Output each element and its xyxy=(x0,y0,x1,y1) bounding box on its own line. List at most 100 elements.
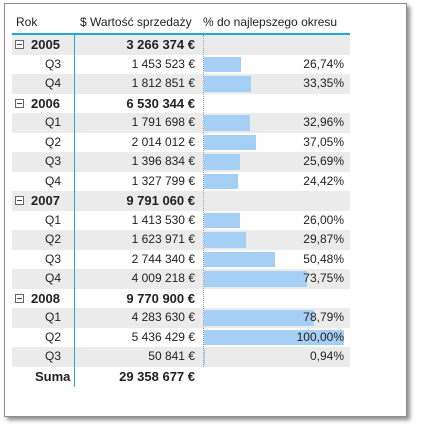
quarter-label: Q1 xyxy=(45,310,62,324)
quarter-row[interactable]: Q3 1 453 523 € 26,74% xyxy=(12,55,350,75)
year-label: 2007 xyxy=(31,193,60,208)
quarter-label: Q2 xyxy=(45,329,62,344)
pct-label: 26,74% xyxy=(303,56,344,71)
year-total-value: 9 791 060 € xyxy=(126,193,195,208)
pct-label: 37,05% xyxy=(303,134,344,149)
pct-label: 100,00% xyxy=(296,329,344,344)
year-label: 2005 xyxy=(31,37,60,52)
pct-cell: 26,00% xyxy=(204,211,346,231)
quarter-row[interactable]: Q1 4 283 630 € 78,79% xyxy=(12,308,350,328)
data-bar xyxy=(204,115,251,131)
year-row[interactable]: 2006 6 530 344 € xyxy=(12,94,350,114)
sales-value: 1 791 698 € xyxy=(131,115,195,129)
data-bar xyxy=(204,212,241,228)
quarter-row[interactable]: Q4 1 812 851 € 33,35% xyxy=(12,74,350,94)
pct-cell: 32,96% xyxy=(204,113,346,133)
bar-baseline xyxy=(203,35,204,367)
column-header-rok[interactable]: Rok xyxy=(16,15,38,29)
pct-label: 78,79% xyxy=(303,310,344,324)
collapse-icon[interactable] xyxy=(15,196,24,205)
quarter-label: Q3 xyxy=(45,349,62,363)
matrix-header: Rok $ Wartość sprzedaży % do najlepszego… xyxy=(12,11,350,35)
quarter-label: Q2 xyxy=(45,134,62,149)
sales-value: 4 283 630 € xyxy=(131,310,195,324)
data-bar xyxy=(204,154,240,170)
quarter-label: Q2 xyxy=(45,232,62,246)
quarter-label: Q3 xyxy=(45,154,62,168)
data-bar xyxy=(204,349,206,365)
pct-cell: 37,05% xyxy=(204,133,346,153)
quarter-row[interactable]: Q2 1 623 971 € 29,87% xyxy=(12,230,350,250)
pct-cell: 25,69% xyxy=(204,152,346,172)
quarter-label: Q1 xyxy=(45,212,62,227)
year-label: 2006 xyxy=(31,95,60,111)
data-bar xyxy=(204,271,308,287)
column-header-pct[interactable]: % do najlepszego okresu xyxy=(203,15,338,29)
collapse-icon[interactable] xyxy=(15,98,24,108)
sales-value: 1 453 523 € xyxy=(131,56,195,71)
pct-label: 73,75% xyxy=(303,271,344,285)
sales-value: 1 623 971 € xyxy=(131,232,195,246)
pct-cell: 73,75% xyxy=(204,269,346,289)
pct-cell: 0,94% xyxy=(204,347,346,367)
year-row[interactable]: 2005 3 266 374 € xyxy=(12,35,350,55)
pct-label: 0,94% xyxy=(309,349,344,363)
data-bar xyxy=(204,232,246,248)
data-bar xyxy=(204,173,239,189)
sales-value: 4 009 218 € xyxy=(131,271,195,285)
quarter-row[interactable]: Q3 1 396 834 € 25,69% xyxy=(12,152,350,172)
total-row: Suma 29 358 677 € xyxy=(12,367,350,387)
quarter-label: Q1 xyxy=(45,115,62,129)
visual-frame: Rok $ Wartość sprzedaży % do najlepszego… xyxy=(4,3,407,417)
sales-value: 5 436 429 € xyxy=(131,329,195,344)
quarter-row[interactable]: Q2 2 014 012 € 37,05% xyxy=(12,133,350,153)
year-row[interactable]: 2007 9 791 060 € xyxy=(12,191,350,211)
pct-label: 24,42% xyxy=(303,173,344,188)
collapse-icon[interactable] xyxy=(15,40,24,49)
quarter-label: Q4 xyxy=(45,76,62,90)
quarter-row[interactable]: Q4 4 009 218 € 73,75% xyxy=(12,269,350,289)
quarter-label: Q3 xyxy=(45,56,62,71)
quarter-row[interactable]: Q1 1 791 698 € 32,96% xyxy=(12,113,350,133)
matrix-rows: 2005 3 266 374 € Q3 1 453 523 € 26,74% Q4 1 81… xyxy=(12,35,350,386)
quarter-label: Q4 xyxy=(45,271,62,285)
quarter-label: Q4 xyxy=(45,173,62,188)
quarter-row[interactable]: Q3 50 841 € 0,94% xyxy=(12,347,350,367)
collapse-icon[interactable] xyxy=(15,293,24,303)
pct-label: 32,96% xyxy=(303,115,344,129)
pct-label: 29,87% xyxy=(303,232,344,246)
pct-label: 33,35% xyxy=(303,76,344,90)
column-header-value[interactable]: $ Wartość sprzedaży xyxy=(80,15,192,29)
grand-total-value: 29 358 677 € xyxy=(119,368,195,384)
data-bar xyxy=(204,329,344,345)
matrix-table: Rok $ Wartość sprzedaży % do najlepszego… xyxy=(12,11,350,387)
pct-cell: 24,42% xyxy=(204,172,346,192)
pct-cell: 33,35% xyxy=(204,74,346,94)
pct-cell: 26,74% xyxy=(204,55,346,75)
year-total-value: 6 530 344 € xyxy=(126,95,195,111)
quarter-row[interactable]: Q2 5 436 429 € 100,00% xyxy=(12,328,350,348)
year-total-value: 3 266 374 € xyxy=(126,37,195,52)
pct-cell: 78,79% xyxy=(204,308,346,328)
sales-value: 1 327 799 € xyxy=(131,173,195,188)
quarter-row[interactable]: Q1 1 413 530 € 26,00% xyxy=(12,211,350,231)
data-bar xyxy=(204,310,315,326)
pct-cell: 29,87% xyxy=(204,230,346,250)
pct-label: 50,48% xyxy=(303,251,344,266)
quarter-label: Q3 xyxy=(45,251,62,266)
data-bar xyxy=(204,76,251,92)
sales-value: 2 014 012 € xyxy=(131,134,195,149)
pct-label: 25,69% xyxy=(303,154,344,168)
year-label: 2008 xyxy=(31,290,60,306)
row-header-divider xyxy=(74,35,75,387)
sales-value: 1 396 834 € xyxy=(131,154,195,168)
quarter-row[interactable]: Q4 1 327 799 € 24,42% xyxy=(12,172,350,192)
sales-value: 2 744 340 € xyxy=(131,251,195,266)
total-label: Suma xyxy=(35,368,71,384)
year-row[interactable]: 2008 9 770 900 € xyxy=(12,289,350,309)
quarter-row[interactable]: Q3 2 744 340 € 50,48% xyxy=(12,250,350,270)
pct-cell: 100,00% xyxy=(204,328,346,348)
sales-value: 1 812 851 € xyxy=(131,76,195,90)
pct-cell: 50,48% xyxy=(204,250,346,270)
sales-value: 50 841 € xyxy=(148,349,195,363)
